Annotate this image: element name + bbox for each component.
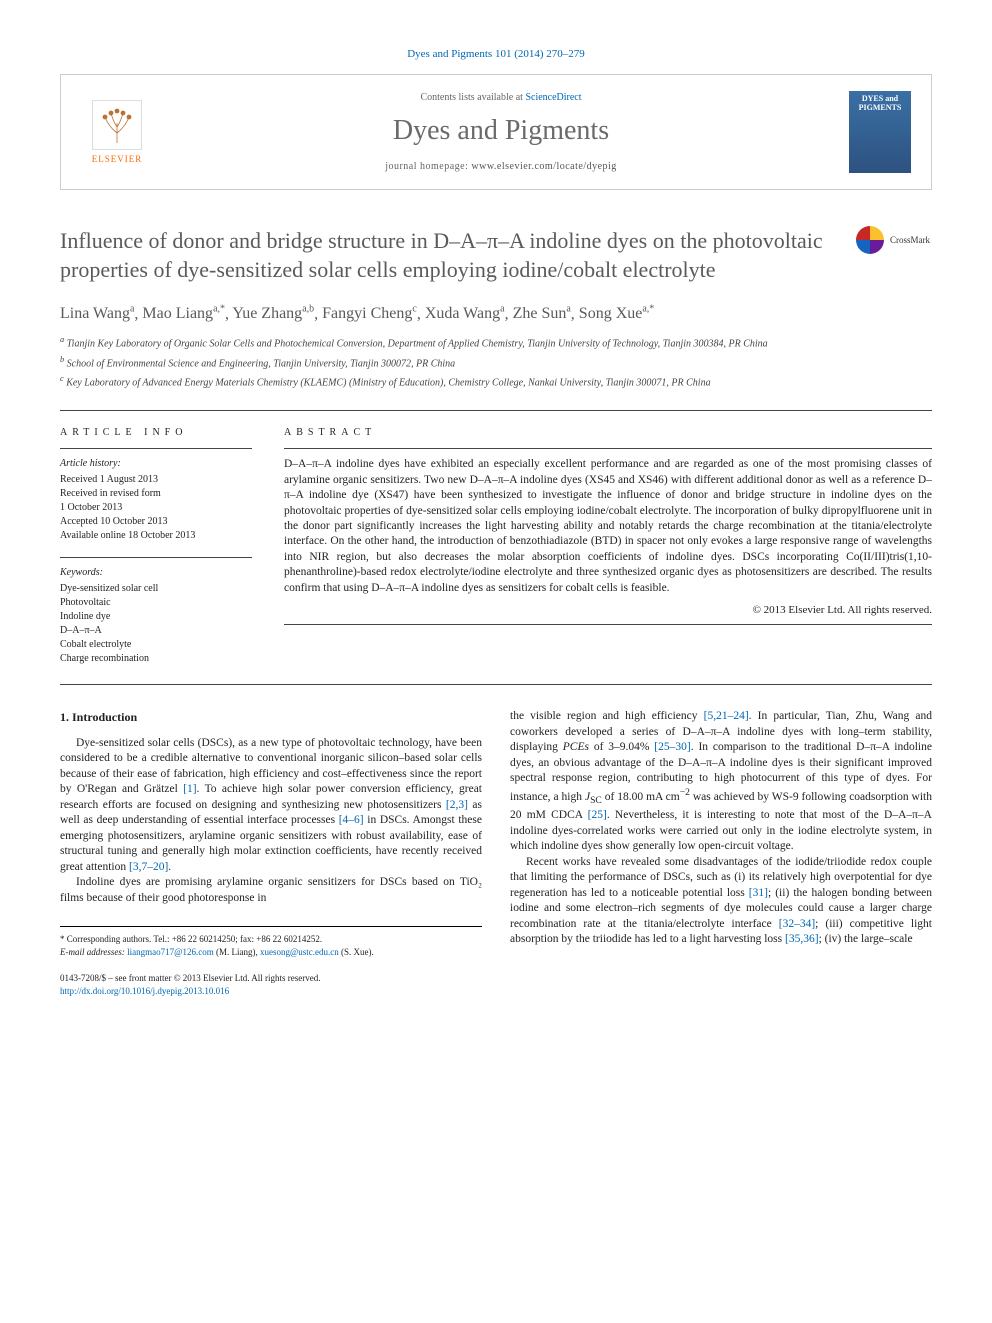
journal-banner: ELSEVIER Contents lists available at Sci… [60,74,932,190]
keyword: Cobalt electrolyte [60,638,252,652]
email-name: (M. Liang), [216,947,258,957]
keyword: Charge recombination [60,652,252,666]
history-online: Available online 18 October 2013 [60,529,252,543]
author-link[interactable]: Lina Wanga [60,305,134,322]
doi-line: http://dx.doi.org/10.1016/j.dyepig.2013.… [60,985,482,998]
contents-available-line: Contents lists available at ScienceDirec… [173,92,829,103]
abstract-heading: ABSTRACT [284,427,932,438]
history-revised: Received in revised form 1 October 2013 [60,487,252,515]
intro-heading: 1. Introduction [60,709,482,725]
article-first-page: Dyes and Pigments 101 (2014) 270–279 ELS… [0,0,992,1038]
elsevier-tree-icon [92,100,142,150]
citation-ref[interactable]: [5,21–24] [704,710,749,722]
homepage-prefix: journal homepage: [385,161,471,172]
author-link[interactable]: Fangyi Chengc [322,305,417,322]
citation-volume: 101 [495,48,512,60]
corresponding-note: * Corresponding authors. Tel.: +86 22 60… [60,933,482,946]
body-column-left: 1. Introduction Dye-sensitized solar cel… [60,709,482,997]
citation-link[interactable]: Dyes and Pigments 101 (2014) 270–279 [407,48,585,60]
citation-ref[interactable]: [32–34] [779,918,815,930]
author-list: Lina Wanga, Mao Lianga,*, Yue Zhanga,b, … [60,302,932,326]
article-title: Influence of donor and bridge structure … [60,226,842,284]
author-link[interactable]: Mao Lianga,* [142,305,225,322]
keyword: Dye-sensitized solar cell [60,582,252,596]
doi-link[interactable]: http://dx.doi.org/10.1016/j.dyepig.2013.… [60,986,229,996]
citation-ref[interactable]: [2,3] [446,799,468,811]
cover-title: DYES and PIGMENTS [853,95,907,113]
email-line: E-mail addresses: liangmao717@126.com (M… [60,946,482,959]
citation-ref[interactable]: [25–30] [654,741,690,753]
keyword: Indoline dye [60,610,252,624]
page-footer: 0143-7208/$ – see front matter © 2013 El… [60,972,482,997]
elsevier-logo[interactable]: ELSEVIER [81,91,153,173]
body-paragraph: Recent works have revealed some disadvan… [510,855,932,948]
affiliations: a Tianjin Key Laboratory of Organic Sola… [60,334,932,390]
journal-cover-thumb[interactable]: DYES and PIGMENTS [849,91,911,173]
article-history: Article history: Received 1 August 2013 … [60,457,252,543]
citation-ref[interactable]: [31] [749,887,768,899]
history-received: Received 1 August 2013 [60,473,252,487]
footnotes: * Corresponding authors. Tel.: +86 22 60… [60,926,482,958]
abstract-text: D–A–π–A indoline dyes have exhibited an … [284,457,932,596]
abstract-divider [284,448,932,449]
emails-label: E-mail addresses: [60,947,125,957]
abstract-column: ABSTRACT D–A–π–A indoline dyes have exhi… [284,427,932,680]
body-paragraph: Indoline dyes are promising arylamine or… [60,875,482,906]
citation-pages: 270–279 [546,48,585,60]
info-abstract-row: ARTICLE INFO Article history: Received 1… [60,427,932,680]
citation-ref[interactable]: [4–6] [339,814,364,826]
crossmark-icon [856,226,884,254]
citation-ref[interactable]: [25] [588,809,607,821]
author-link[interactable]: Xuda Wanga [425,305,505,322]
body-paragraph: the visible region and high efficiency [… [510,709,932,854]
body-two-column: 1. Introduction Dye-sensitized solar cel… [60,709,932,997]
issn-line: 0143-7208/$ – see front matter © 2013 El… [60,972,482,985]
keywords-label: Keywords: [60,566,252,580]
citation-ref[interactable]: [35,36] [785,933,819,945]
citation-line: Dyes and Pigments 101 (2014) 270–279 [60,48,932,60]
citation-ref[interactable]: [3,7–20] [129,861,168,873]
affiliation-a: a Tianjin Key Laboratory of Organic Sola… [60,334,932,351]
email-link[interactable]: xuesong@ustc.edu.cn [260,947,339,957]
homepage-line: journal homepage: www.elsevier.com/locat… [173,161,829,172]
author-link[interactable]: Zhe Suna [513,305,571,322]
body-column-right: the visible region and high efficiency [… [510,709,932,997]
affiliation-c: c Key Laboratory of Advanced Energy Mate… [60,373,932,390]
keywords-block: Keywords: Dye-sensitized solar cell Phot… [60,566,252,666]
email-link[interactable]: liangmao717@126.com [127,947,214,957]
info-divider [60,448,252,449]
author-link[interactable]: Song Xuea,* [579,305,655,322]
page-header: Dyes and Pigments 101 (2014) 270–279 ELS… [60,48,932,190]
contents-prefix: Contents lists available at [420,92,525,103]
history-accepted: Accepted 10 October 2013 [60,515,252,529]
section-divider [60,410,932,411]
body-paragraph: Dye-sensitized solar cells (DSCs), as a … [60,736,482,876]
article-info-heading: ARTICLE INFO [60,427,252,438]
info-divider [60,557,252,558]
keyword: Photovoltaic [60,596,252,610]
elsevier-label: ELSEVIER [92,154,143,164]
title-row: Influence of donor and bridge structure … [60,226,932,284]
banner-center: Contents lists available at ScienceDirec… [173,92,829,172]
citation-year: (2014) [514,48,543,60]
article-info-sidebar: ARTICLE INFO Article history: Received 1… [60,427,252,680]
section-divider [60,684,932,685]
citation-ref[interactable]: [1] [183,783,196,795]
crossmark-badge[interactable]: CrossMark [856,226,932,254]
affiliation-b: b School of Environmental Science and En… [60,354,932,371]
keyword: D–A–π–A [60,624,252,638]
homepage-link[interactable]: www.elsevier.com/locate/dyepig [471,161,616,172]
email-name: (S. Xue). [341,947,374,957]
history-label: Article history: [60,457,252,471]
crossmark-label: CrossMark [890,235,930,245]
citation-journal: Dyes and Pigments [407,48,492,60]
abstract-divider [284,624,932,625]
author-link[interactable]: Yue Zhanga,b [232,305,314,322]
sciencedirect-link[interactable]: ScienceDirect [525,92,581,103]
journal-name: Dyes and Pigments [173,115,829,147]
abstract-copyright: © 2013 Elsevier Ltd. All rights reserved… [284,604,932,616]
